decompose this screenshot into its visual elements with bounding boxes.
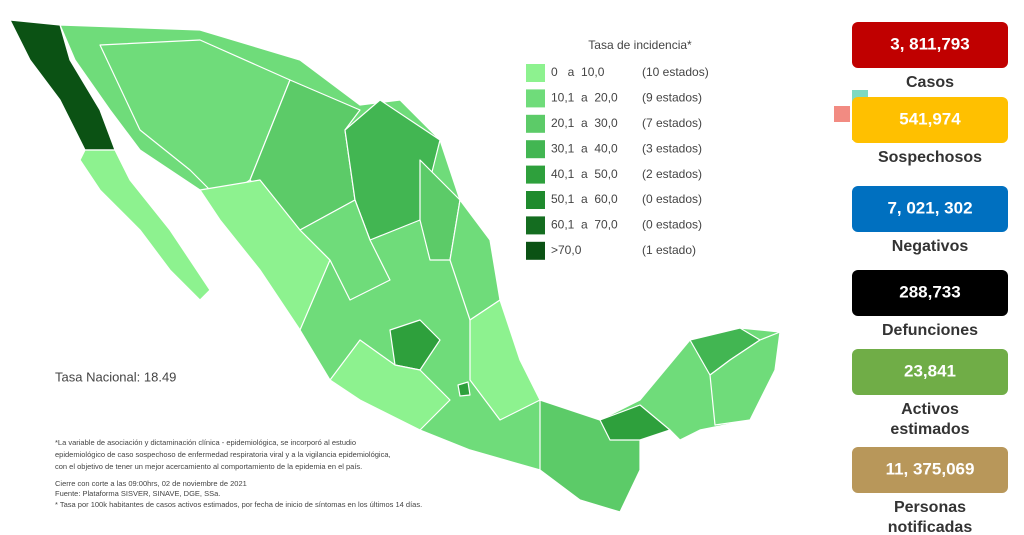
stat-label: Defunciones bbox=[882, 322, 978, 339]
stat-box bbox=[852, 186, 1008, 232]
stats-panel: 3, 811,793 Casos 541,974 Sospechosos 7, 021,… bbox=[852, 22, 1008, 535]
stat-label: estimados bbox=[890, 421, 969, 438]
map-state bbox=[199, 179, 331, 331]
legend-count: (9 estados) bbox=[642, 91, 702, 105]
legend-count: (7 estados) bbox=[642, 116, 702, 130]
map-state bbox=[299, 199, 391, 301]
legend-swatch bbox=[526, 140, 545, 159]
stat-label: Negativos bbox=[892, 238, 969, 255]
footnote: * Tasa por 100k habitantes de casos acti… bbox=[55, 500, 422, 509]
map-baja-california-sur bbox=[79, 149, 211, 301]
footnote: Fuente: Plataforma SISVER, SINAVE, DGE, … bbox=[55, 489, 220, 498]
legend-range: 20,1 a 30,0 bbox=[551, 116, 618, 130]
legend-swatch bbox=[526, 191, 545, 209]
stat-label: Casos bbox=[906, 74, 954, 91]
stat-value: 541,974 bbox=[899, 109, 961, 128]
legend-range: 10,1 a 20,0 bbox=[551, 91, 618, 105]
footnote: epidemiológico de caso sospechoso de enf… bbox=[55, 450, 391, 459]
legend-range: 0 a 10,0 bbox=[551, 65, 605, 79]
stat-label: notificadas bbox=[888, 519, 973, 535]
legend-title: Tasa de incidencia* bbox=[588, 38, 692, 52]
footnotes: *La variable de asociación y dictaminaci… bbox=[55, 438, 422, 509]
legend-range: 50,1 a 60,0 bbox=[551, 192, 618, 206]
legend-range: >70,0 bbox=[551, 243, 582, 257]
footnote: *La variable de asociación y dictaminaci… bbox=[55, 438, 356, 447]
legend-range: 60,1 a 70,0 bbox=[551, 218, 618, 232]
map-state bbox=[419, 159, 461, 261]
map bbox=[9, 19, 781, 513]
legend-count: (3 estados) bbox=[642, 141, 702, 155]
legend-count: (2 estados) bbox=[642, 167, 702, 181]
legend: 0 a 10,0 (10 estados) 10,1 a 20,0 (9 estado… bbox=[526, 64, 709, 260]
legend-swatch bbox=[526, 64, 545, 82]
stat-box bbox=[852, 97, 1008, 143]
stat-value: 23,841 bbox=[904, 361, 956, 380]
stat-value: 7, 021, 302 bbox=[887, 198, 972, 217]
legend-range: 40,1 a 50,0 bbox=[551, 167, 618, 181]
stat-box bbox=[852, 22, 1008, 68]
stat-value: 3, 811,793 bbox=[890, 34, 969, 53]
legend-swatch bbox=[526, 216, 545, 235]
map-state bbox=[709, 331, 781, 426]
stat-box bbox=[852, 447, 1008, 493]
map-state bbox=[599, 404, 671, 441]
stat-label: Activos bbox=[901, 401, 959, 418]
legend-swatch bbox=[526, 89, 545, 108]
map-state bbox=[329, 339, 451, 431]
stat-value: 11, 375,069 bbox=[886, 459, 975, 478]
logo-square bbox=[834, 106, 850, 122]
stat-value: 288,733 bbox=[899, 282, 960, 301]
legend-count: (1 estado) bbox=[642, 243, 696, 257]
legend-count: (0 estados) bbox=[642, 192, 702, 206]
footnote: con el objetivo de tener un mejor acerca… bbox=[55, 462, 362, 471]
stat-box bbox=[852, 349, 1008, 395]
footnote: Cierre con corte a las 09:00hrs, 02 de n… bbox=[55, 479, 247, 488]
national-rate: Tasa Nacional: 18.49 bbox=[55, 369, 176, 384]
stat-box bbox=[852, 270, 1008, 316]
legend-range: 30,1 a 40,0 bbox=[551, 141, 618, 155]
legend-count: (0 estados) bbox=[642, 218, 702, 232]
legend-swatch bbox=[526, 241, 545, 260]
map-state bbox=[389, 319, 441, 371]
map-state bbox=[457, 381, 471, 397]
legend-swatch bbox=[526, 114, 545, 133]
stat-label: Sospechosos bbox=[878, 149, 982, 166]
legend-swatch bbox=[526, 165, 545, 184]
stat-label: Personas bbox=[894, 499, 966, 516]
legend-count: (10 estados) bbox=[642, 65, 709, 79]
